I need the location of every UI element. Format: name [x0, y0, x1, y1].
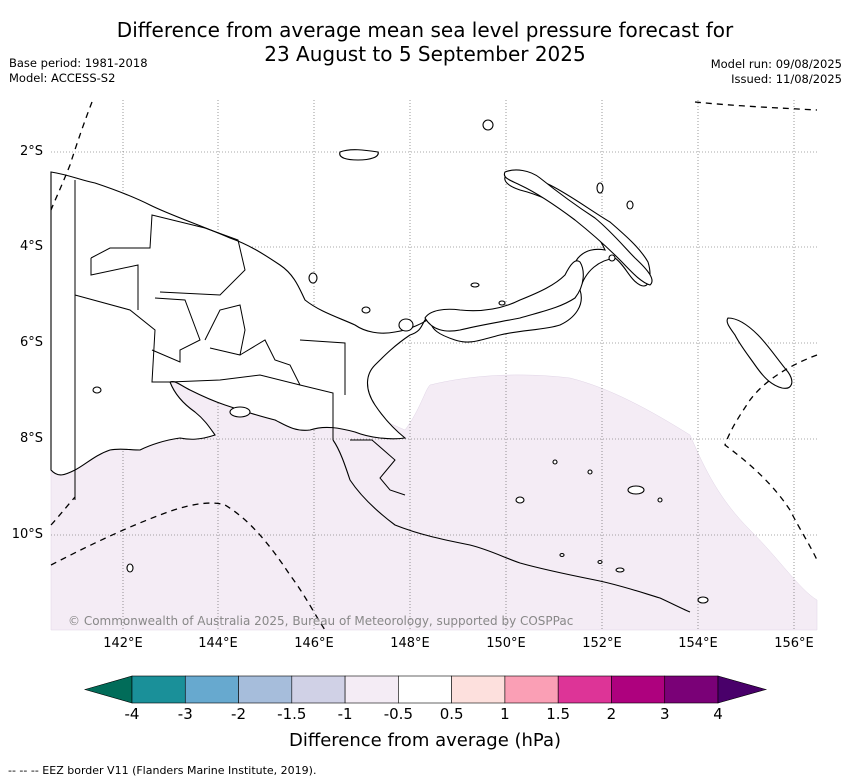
colorbar-tick-label: -1.5	[277, 705, 307, 723]
lat-label-2s: 2°S	[19, 144, 43, 159]
meta-left: Base period: 1981-2018 Model: ACCESS-S2	[9, 56, 148, 86]
lat-label-10s: 10°S	[11, 527, 43, 542]
colorbar-segment	[238, 675, 293, 704]
model-run: Model run: 09/08/2025	[710, 57, 842, 71]
colorbar-tick-label: 3	[659, 705, 670, 723]
copyright-notice: © Commonwealth of Australia 2025, Bureau…	[68, 614, 574, 628]
colorbar-segment	[184, 675, 239, 704]
colorbar-segment	[504, 675, 559, 704]
model-name: Model: ACCESS-S2	[9, 71, 116, 85]
manus-island	[339, 149, 379, 161]
papuan-peninsula	[332, 439, 691, 613]
meta-right: Model run: 09/08/2025 Issued: 11/08/2025	[711, 57, 842, 87]
colorbar-segment	[398, 675, 452, 704]
colorbar-segment	[344, 675, 399, 704]
colorbar-segment	[131, 675, 186, 704]
lon-label-154e: 154°E	[678, 636, 718, 651]
colorbar-tick-label: 1	[500, 705, 510, 723]
colorbar-over-arrow	[717, 675, 768, 704]
base-period: Base period: 1981-2018	[9, 56, 148, 70]
lat-label-4s: 4°S	[19, 239, 43, 254]
issued-date: Issued: 11/08/2025	[731, 72, 842, 86]
lon-label-156e: 156°E	[774, 636, 814, 651]
new-ireland	[503, 169, 653, 286]
colorbar-tick-label: 2	[606, 705, 617, 723]
lon-label-152e: 152°E	[582, 636, 622, 651]
colorbar-tick-label: 0.5	[439, 705, 464, 723]
title-line-1: Difference from average mean sea level p…	[116, 18, 734, 42]
eez-borders	[50, 101, 818, 631]
colorbar	[83, 675, 768, 704]
colorbar-title: Difference from average (hPa)	[288, 730, 562, 751]
map-title: Difference from average mean sea level p…	[0, 18, 850, 66]
colorbar-tick-label: -0.5	[383, 705, 413, 723]
colorbar-segment	[557, 675, 612, 704]
colorbar-tick-label: -2	[231, 705, 247, 723]
colorbar-under-arrow	[83, 675, 133, 704]
colorbar-tick-label: -1	[337, 705, 353, 723]
lon-label-150e: 150°E	[486, 636, 526, 651]
lon-label-144e: 144°E	[198, 636, 238, 651]
lat-label-8s: 8°S	[19, 431, 43, 446]
provincial-borders	[74, 180, 406, 500]
colorbar-tick-label: -4	[124, 705, 140, 723]
lon-label-148e: 148°E	[390, 636, 430, 651]
colorbar-segment	[451, 675, 506, 704]
colorbar-segment	[611, 675, 666, 704]
colorbar-tick-label: 1.5	[546, 705, 571, 723]
new-britain	[424, 260, 584, 332]
bougainville	[726, 317, 793, 389]
colorbar-segment	[664, 675, 719, 704]
lat-label-6s: 6°S	[19, 335, 43, 350]
colorbar-segment	[291, 675, 346, 704]
lon-label-142e: 142°E	[103, 636, 143, 651]
eez-footnote: -- -- -- EEZ border V11 (Flanders Marine…	[8, 764, 317, 777]
title-line-2: 23 August to 5 September 2025	[264, 42, 586, 66]
colorbar-tick-label: 4	[713, 705, 723, 723]
lon-label-146e: 146°E	[294, 636, 334, 651]
colorbar-tick-label: -3	[177, 705, 193, 723]
